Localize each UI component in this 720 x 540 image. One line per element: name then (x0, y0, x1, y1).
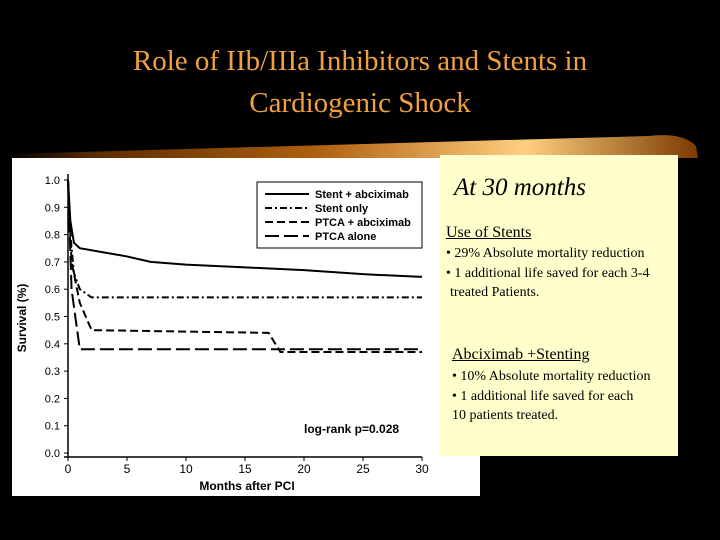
slide-title-line-2: Cardiogenic Shock (249, 87, 471, 119)
x-tick-label: 15 (238, 462, 252, 476)
y-axis-label: Survival (%) (15, 284, 29, 353)
y-tick-label: 0.2 (45, 393, 60, 405)
abciximab-line-1: • 10% Absolute mortality reduction (452, 369, 651, 384)
x-axis-label: Months after PCI (199, 479, 294, 493)
stents-line-3: treated Patients. (450, 285, 540, 300)
y-tick-label: 0.1 (45, 421, 60, 433)
legend-label: PTCA alone (315, 231, 376, 243)
decorative-gradient-bar (8, 135, 698, 158)
y-tick-label: 0.8 (45, 230, 60, 242)
abciximab-line-2: • 1 additional life saved for each (452, 389, 634, 404)
series-line-1 (67, 179, 423, 278)
x-tick-label: 25 (356, 462, 370, 476)
series-line-3 (67, 179, 422, 353)
y-tick-label: 0.3 (45, 366, 60, 378)
y-tick-label: 0.0 (45, 448, 60, 460)
x-tick-label: 20 (297, 462, 311, 476)
log-rank-annotation: log-rank p=0.028 (304, 422, 399, 436)
stents-line-1: • 29% Absolute mortality reduction (446, 246, 645, 261)
y-tick-label: 0.7 (45, 257, 60, 269)
y-tick-label: 0.5 (45, 312, 60, 324)
survival-chart: 0.0 0.1 0.2 0.3 0.4 0.5 0.6 0.7 0.8 0.9 1.0 0 5 10 15 2… (12, 158, 480, 496)
panel-heading: At 30 months (454, 174, 586, 201)
y-tick-label: 0.6 (45, 284, 60, 296)
stents-line-2: • 1 additional life saved for each 3-4 (446, 266, 650, 281)
y-tick-label: 1.0 (45, 175, 60, 187)
slide-title: Role of IIb/IIIa Inhibitors and Stents i… (0, 40, 720, 124)
legend-label: Stent only (315, 203, 369, 215)
slide-title-line-1: Role of IIb/IIIa Inhibitors and Stents i… (132, 45, 588, 77)
x-tick-label: 10 (179, 462, 193, 476)
results-panel: At 30 months Use of Stents • 29% Absolut… (440, 155, 678, 456)
stents-section-title: Use of Stents (446, 224, 532, 241)
abciximab-line-3: 10 patients treated. (452, 408, 559, 423)
x-tick-label: 5 (124, 462, 131, 476)
survival-chart-svg: 0.0 0.1 0.2 0.3 0.4 0.5 0.6 0.7 0.8 0.9 1.0 0 5 10 15 2… (15, 174, 429, 493)
x-tick-label: 0 (65, 462, 72, 476)
abciximab-section-title: Abciximab +Stenting (452, 346, 590, 363)
y-tick-label: 0.9 (45, 202, 60, 214)
legend-label: PTCA + abciximab (315, 217, 411, 229)
x-tick-label: 30 (415, 462, 429, 476)
y-tick-label: 0.4 (45, 339, 60, 351)
legend-label: Stent + abciximab (315, 189, 409, 201)
